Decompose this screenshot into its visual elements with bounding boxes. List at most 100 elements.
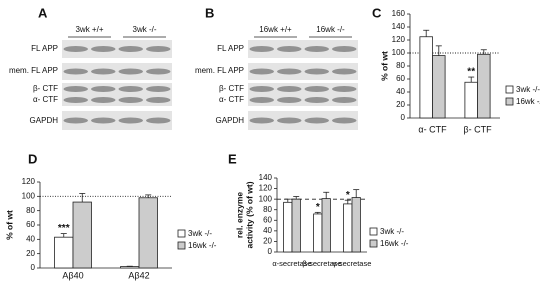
blot-band [304, 117, 329, 124]
y-tick-label: 100 [259, 194, 273, 203]
bar [477, 53, 491, 119]
y-tick-label: 60 [396, 74, 405, 83]
blot-band [332, 97, 357, 103]
panel-letter: E [228, 151, 237, 166]
y-axis-label: % of wt [4, 210, 14, 240]
blot-band [63, 117, 88, 124]
blot-band [146, 97, 171, 103]
y-tick-label: 40 [396, 87, 405, 96]
x-tick-label: β-secretase [302, 259, 341, 268]
blot-strip [248, 83, 358, 106]
bar [419, 36, 433, 119]
blot-strip [248, 40, 358, 58]
bar [464, 81, 478, 119]
y-tick-label: 100 [392, 48, 406, 57]
y-tick-label: 20 [396, 100, 405, 109]
y-tick-label: 20 [263, 237, 272, 246]
blot-band [304, 68, 329, 75]
row-label: FL APP [31, 44, 58, 53]
legend-label: 3wk -/- [380, 227, 404, 236]
panel-letter: B [205, 5, 214, 20]
blot-band [91, 86, 116, 92]
row-label: GAPDH [216, 116, 245, 125]
bar [343, 203, 353, 253]
y-tick-label: 120 [259, 184, 273, 193]
row-label: GAPDH [30, 116, 59, 125]
y-tick-label: 40 [26, 234, 35, 243]
blot-band [118, 86, 143, 92]
panel-letter: D [28, 151, 37, 166]
bar [120, 266, 140, 269]
y-tick-label: 140 [259, 173, 273, 182]
blot-strip [62, 111, 172, 130]
blot-band [277, 117, 302, 124]
blot-band [249, 86, 274, 92]
blot-band [63, 86, 88, 92]
legend-swatch [177, 229, 186, 238]
blot-band [332, 86, 357, 92]
x-tick-label: α-secretase [272, 259, 311, 268]
y-tick-label: 160 [392, 9, 406, 18]
x-tick-label: γ-secretase [333, 259, 372, 268]
legend-swatch [369, 239, 378, 248]
y-tick-label: 120 [22, 177, 36, 186]
legend-swatch [177, 241, 186, 250]
bar [54, 236, 74, 269]
blot-band [118, 97, 143, 103]
y-tick-label: 120 [392, 35, 406, 44]
blot-band [304, 46, 329, 52]
legend-swatch [505, 97, 514, 106]
blot-band [146, 86, 171, 92]
row-label: FL APP [217, 44, 244, 53]
legend-label: 16wk -/- [380, 239, 409, 248]
legend-swatch [505, 85, 514, 94]
legend-label: 16wk -/- [188, 241, 217, 250]
blot-band [118, 117, 143, 124]
legend-label: 16wk -/- [516, 97, 540, 106]
blot-band [249, 97, 274, 103]
y-tick-label: 0 [268, 247, 273, 256]
row-label: mem. FL APP [9, 66, 58, 75]
bar [138, 197, 158, 269]
y-tick-label: 60 [26, 220, 35, 229]
bar [321, 198, 331, 253]
y-tick-label: 100 [22, 191, 36, 200]
bar [432, 55, 446, 119]
row-label: β- CTF [33, 84, 58, 93]
blot-band [332, 46, 357, 52]
significance-mark: * [346, 190, 350, 201]
row-label: α- CTF [219, 95, 244, 104]
y-tick-label: 80 [26, 206, 35, 215]
blot-band [146, 68, 171, 75]
significance-mark: * [316, 202, 320, 213]
bar [283, 201, 293, 253]
blot-band [146, 46, 171, 52]
row-label: β- CTF [219, 84, 244, 93]
y-tick-label: 60 [263, 215, 272, 224]
bar [291, 198, 301, 253]
legend-label: 3wk -/- [516, 85, 540, 94]
blot-band [91, 46, 116, 52]
bar [313, 213, 323, 253]
blot-band [277, 68, 302, 75]
legend-label: 3wk -/- [188, 229, 212, 238]
legend-swatch [369, 227, 378, 236]
y-tick-label: 140 [392, 22, 406, 31]
group-label: 16wk +/+ [259, 25, 292, 34]
blot-band [118, 68, 143, 75]
group-label: 3wk +/+ [75, 25, 103, 34]
blot-band [249, 68, 274, 75]
blot-band [249, 117, 274, 124]
y-axis-label: activity (% of wt) [244, 181, 254, 248]
y-tick-label: 80 [263, 205, 272, 214]
blot-band [304, 86, 329, 92]
blot-band [91, 117, 116, 124]
y-tick-label: 40 [263, 226, 272, 235]
blot-band [277, 86, 302, 92]
blot-strip [248, 111, 358, 130]
blot-band [91, 68, 116, 75]
blot-strip [62, 83, 172, 106]
group-label: 16wk -/- [316, 25, 345, 34]
y-tick-label: 80 [396, 61, 405, 70]
